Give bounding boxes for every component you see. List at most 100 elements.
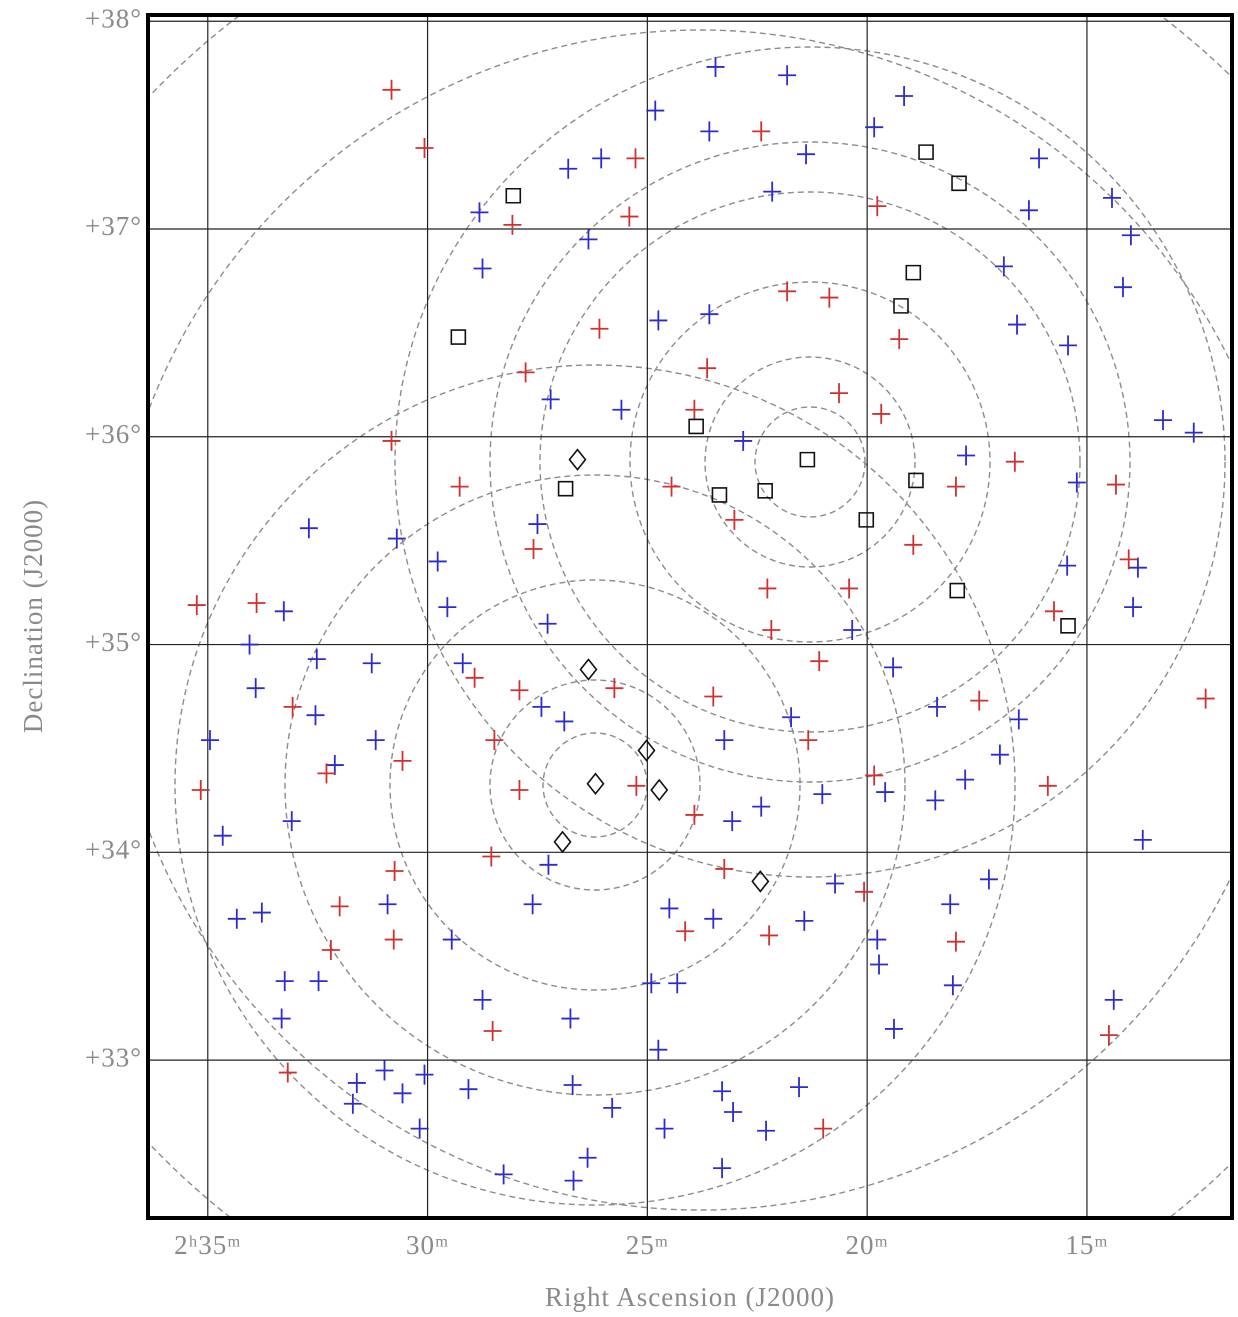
square-marker xyxy=(949,582,966,599)
plus-marker xyxy=(247,592,266,613)
plus-marker xyxy=(698,358,717,379)
plus-marker xyxy=(704,686,723,707)
plus-marker xyxy=(1121,225,1140,246)
plus-marker xyxy=(763,181,782,202)
plus-marker xyxy=(559,158,578,179)
diamond-marker xyxy=(751,870,770,893)
plus-marker xyxy=(895,86,914,107)
plus-marker xyxy=(246,678,265,699)
square-marker xyxy=(450,329,467,345)
diamond-marker xyxy=(553,830,572,854)
plus-marker xyxy=(715,858,734,879)
plus-marker xyxy=(343,1093,362,1114)
plus-marker xyxy=(532,696,551,717)
plus-marker xyxy=(1058,555,1077,576)
plus-marker xyxy=(778,65,797,86)
x-axis-label: Right Ascension (J2000) xyxy=(545,1282,835,1312)
diamond-marker xyxy=(650,778,669,802)
plus-marker xyxy=(946,476,965,497)
plus-marker xyxy=(1124,597,1143,618)
plus-marker xyxy=(813,784,832,805)
plus-marker xyxy=(990,744,1009,765)
plus-marker xyxy=(579,229,598,250)
plus-marker xyxy=(870,954,889,975)
plus-marker xyxy=(734,430,753,451)
plus-marker xyxy=(865,765,884,786)
plus-marker xyxy=(715,730,734,751)
plus-marker xyxy=(563,1075,582,1096)
plus-marker xyxy=(366,730,385,751)
plus-marker xyxy=(810,651,829,672)
plus-marker xyxy=(459,1079,478,1100)
plus-marker xyxy=(662,476,681,497)
plus-marker xyxy=(415,137,434,158)
plus-marker xyxy=(713,1158,732,1179)
plus-marker xyxy=(660,898,679,919)
plus-marker xyxy=(240,634,259,655)
plus-marker xyxy=(1030,148,1049,169)
y-tick-label: +34° xyxy=(85,835,142,865)
plus-marker xyxy=(1038,775,1057,796)
plus-marker xyxy=(778,281,797,302)
plus-marker xyxy=(758,578,777,599)
square-marker xyxy=(918,144,934,160)
diamond-marker xyxy=(637,739,656,762)
plus-marker xyxy=(393,1083,412,1104)
plus-marker xyxy=(564,1170,583,1191)
square-marker xyxy=(799,451,816,468)
plus-marker xyxy=(590,318,609,339)
plus-marker xyxy=(865,117,884,138)
plus-marker xyxy=(826,873,845,894)
plus-marker xyxy=(752,796,771,817)
plus-marker xyxy=(1196,688,1215,709)
plus-marker xyxy=(483,1021,502,1042)
plus-marker xyxy=(855,881,874,902)
plus-marker xyxy=(362,653,381,674)
plus-marker xyxy=(1184,422,1203,443)
plus-marker xyxy=(668,973,687,994)
plus-marker xyxy=(790,1077,809,1098)
plus-marker xyxy=(926,790,945,811)
plus-marker xyxy=(884,1018,903,1039)
square-marker xyxy=(905,264,922,281)
plus-marker xyxy=(957,445,976,466)
plus-marker xyxy=(283,696,302,717)
plus-marker xyxy=(375,1060,394,1081)
plus-marker xyxy=(274,601,293,622)
plus-marker xyxy=(1113,277,1132,298)
plus-marker xyxy=(642,973,661,994)
plus-marker xyxy=(876,782,895,803)
diamond-marker xyxy=(568,448,587,471)
plus-marker xyxy=(309,971,328,992)
plus-marker xyxy=(884,657,903,678)
plus-marker xyxy=(470,202,489,223)
diamond-marker xyxy=(579,658,598,681)
plus-marker xyxy=(555,711,574,732)
plus-marker xyxy=(1044,601,1063,622)
plus-marker xyxy=(382,430,401,451)
plus-marker xyxy=(272,1008,291,1029)
plus-marker xyxy=(473,258,492,279)
plus-marker xyxy=(523,894,542,915)
plus-marker xyxy=(539,854,558,875)
plus-marker xyxy=(385,861,404,882)
plus-marker xyxy=(415,1064,434,1085)
plus-marker xyxy=(410,1118,429,1139)
plus-marker xyxy=(956,769,975,790)
plus-marker xyxy=(979,869,998,890)
plus-marker xyxy=(275,971,294,992)
plus-marker xyxy=(317,763,336,784)
plus-marker xyxy=(820,287,839,308)
plus-marker xyxy=(524,538,543,559)
plus-marker xyxy=(541,389,560,410)
plus-marker xyxy=(1106,474,1125,495)
plus-marker xyxy=(626,148,645,169)
plus-marker xyxy=(473,989,492,1010)
plus-marker xyxy=(347,1072,366,1093)
plus-marker xyxy=(485,730,504,751)
plus-marker xyxy=(782,707,801,728)
plus-marker xyxy=(1067,472,1086,493)
x-tick-label: 25ᵐ xyxy=(626,1230,669,1260)
plus-marker xyxy=(510,779,529,800)
